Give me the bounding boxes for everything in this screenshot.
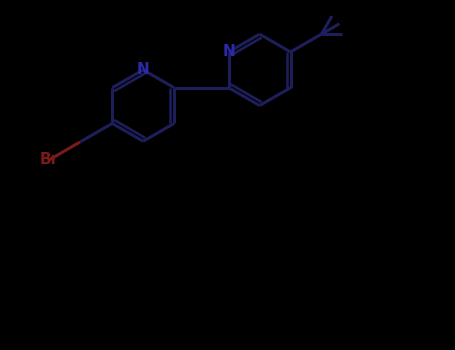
Text: N: N (222, 44, 235, 60)
Text: N: N (137, 62, 150, 77)
Text: Br: Br (40, 152, 59, 167)
